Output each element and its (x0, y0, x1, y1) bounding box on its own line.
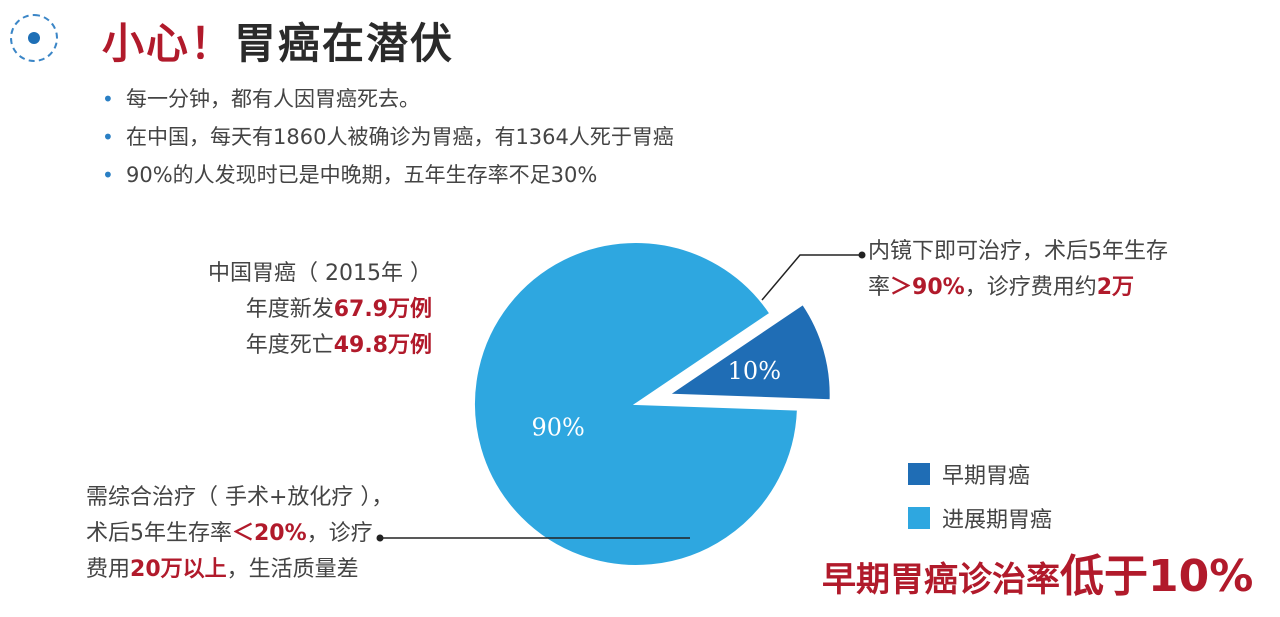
early-leader-dot (858, 251, 866, 259)
late-survival-rate: ＜20% (232, 521, 307, 546)
bullet-list: 每一分钟，都有人因胃癌死去。 在中国，每天有1860人被确诊为胃癌，有1364人… (102, 80, 674, 194)
late-callout-line2: 术后5年生存率＜20%，诊疗 (86, 516, 393, 552)
stats-heading: 中国胃癌（ 2015年 ） (208, 261, 432, 286)
late-leader-dot (376, 534, 384, 542)
pie-slice-early (665, 302, 832, 402)
late-rate-prefix: 术后5年生存率 (86, 521, 232, 546)
early-callout: 内镜下即可治疗，术后5年生存 率＞90%，诊疗费用约2万 (868, 234, 1168, 306)
legend-item-early: 早期胃癌 (908, 452, 1052, 496)
bullet-item: 每一分钟，都有人因胃癌死去。 (102, 80, 674, 118)
early-callout-line2: 率＞90%，诊疗费用约2万 (868, 270, 1168, 306)
china-stats: 中国胃癌（ 2015年 ） 年度新发67.9万例 年度死亡49.8万例 (208, 256, 432, 364)
bullet-item: 90%的人发现时已是中晚期，五年生存率不足30% (102, 156, 674, 194)
deaths-value: 49.8万例 (333, 333, 432, 358)
page-title: 小心！胃癌在潜伏 (102, 10, 454, 71)
diagnosis-rate-value: 低于10% (1060, 551, 1254, 602)
legend-item-late: 进展期胃癌 (908, 496, 1052, 540)
legend-label-early: 早期胃癌 (942, 464, 1031, 489)
legend-label-late: 进展期胃癌 (942, 508, 1053, 533)
pie-slice-late (473, 241, 799, 567)
early-rate-prefix: 率 (868, 275, 891, 300)
deaths-label: 年度死亡 (245, 333, 334, 358)
title-main: 胃癌在潜伏 (234, 19, 455, 68)
late-callout: 需综合治疗（ 手术+放化疗 ）， 术后5年生存率＜20%，诊疗 费用20万以上，… (86, 480, 393, 588)
title-warning: 小心！ (102, 19, 235, 68)
diagnosis-rate-note: 早期胃癌诊治率低于10% (822, 540, 1253, 604)
stats-deaths: 年度死亡49.8万例 (208, 328, 432, 364)
early-cost-value: 2万 (1096, 275, 1135, 300)
target-icon (10, 14, 58, 62)
pie-label-late: 90% (531, 413, 584, 441)
late-callout-line3: 费用20万以上，生活质量差 (86, 552, 393, 588)
late-cost-suffix: ，生活质量差 (226, 557, 359, 582)
pie-label-early: 10% (728, 357, 781, 385)
late-rate-suffix: ，诊疗 (306, 521, 373, 546)
stats-new-cases: 年度新发67.9万例 (208, 292, 432, 328)
early-survival-rate: ＞90% (890, 275, 965, 300)
late-callout-line1: 需综合治疗（ 手术+放化疗 ）， (86, 485, 394, 510)
chart-legend: 早期胃癌 进展期胃癌 (908, 452, 1052, 540)
new-cases-value: 67.9万例 (333, 297, 432, 322)
late-cost-prefix: 费用 (86, 557, 131, 582)
new-cases-label: 年度新发 (245, 297, 334, 322)
legend-swatch-early (908, 463, 930, 485)
legend-swatch-late (908, 507, 930, 529)
late-cost-value: 20万以上 (130, 557, 227, 582)
early-cost-label: ，诊疗费用约 (964, 275, 1097, 300)
early-leader-line (761, 254, 862, 301)
bullet-item: 在中国，每天有1860人被确诊为胃癌，有1364人死于胃癌 (102, 118, 674, 156)
early-callout-line1: 内镜下即可治疗，术后5年生存 (868, 239, 1168, 264)
diagnosis-rate-label: 早期胃癌诊治率 (822, 560, 1060, 600)
